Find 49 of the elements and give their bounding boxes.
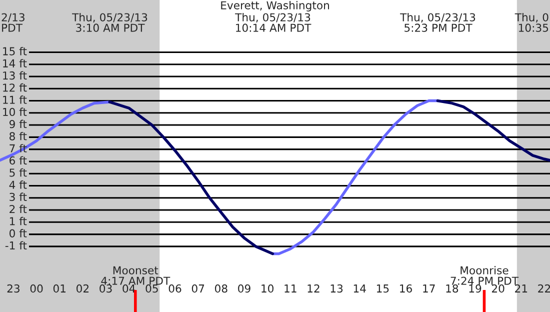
y-tick-label: 4 ft bbox=[9, 180, 27, 189]
y-tick-label: 11 ft bbox=[3, 96, 27, 104]
annotation: Thu, 0 10:35 bbox=[514, 13, 548, 32]
x-tick-label: 06 bbox=[168, 284, 182, 293]
y-tick-label: 9 ft bbox=[9, 120, 27, 128]
x-tick-label: 04 bbox=[122, 284, 136, 293]
x-tick-label: 05 bbox=[146, 284, 158, 293]
x-tick-label: 08 bbox=[214, 284, 228, 293]
y-tick-label: 8 ft bbox=[10, 132, 27, 140]
x-tick-label: 11 bbox=[284, 284, 296, 292]
y-tick-label: 15 ft bbox=[3, 46, 27, 56]
x-tick-label: 16 bbox=[400, 284, 412, 293]
x-tick-label: 00 bbox=[30, 284, 43, 293]
y-tick-label: 6 ft bbox=[10, 156, 27, 165]
x-tick-label: 15 bbox=[376, 284, 389, 293]
annotation: Thu, 05/23/13 3:10 AM PDT bbox=[72, 13, 148, 32]
x-tick-label: 09 bbox=[238, 284, 250, 293]
x-tick-label: 12 bbox=[308, 284, 320, 292]
x-tick-label: 10 bbox=[262, 284, 274, 293]
annotation: Thu, 05/23/13 5:23 PM PDT bbox=[400, 13, 476, 32]
x-tick-label: 21 bbox=[515, 284, 528, 292]
y-tick-label: 3 ft bbox=[10, 192, 27, 202]
chart-title: Everett, Washington bbox=[221, 1, 329, 12]
x-tick-label: 14 bbox=[354, 284, 366, 292]
y-tick-label: 1 ft bbox=[10, 216, 27, 226]
y-tick-label: 7 ft bbox=[10, 144, 27, 152]
x-tick-label: 03 bbox=[100, 284, 112, 293]
y-tick-label: 10 ft bbox=[3, 108, 27, 116]
x-tick-label: 19 bbox=[469, 284, 482, 293]
y-tick-label: -1 ft bbox=[5, 241, 27, 250]
x-tick-label: 23 bbox=[7, 284, 20, 293]
x-tick-label: 01 bbox=[53, 284, 66, 293]
annotation: Thu, 05/23/13 10:14 AM PDT bbox=[235, 13, 312, 32]
x-tick-label: 07 bbox=[192, 284, 204, 293]
ref-line-label: Moonrise 7:24 PM PDT bbox=[450, 266, 519, 285]
y-tick-label: 0 ft bbox=[10, 229, 27, 238]
y-tick-label: 14 ft bbox=[3, 59, 27, 68]
annotation: 2/13 PDT bbox=[2, 13, 24, 32]
x-tick-label: 22 bbox=[538, 284, 550, 292]
y-tick-label: 5 ft bbox=[10, 168, 27, 177]
x-tick-label: 02 bbox=[76, 284, 88, 293]
ref-line-label: Moonset 4:17 AM PDT bbox=[101, 266, 170, 285]
y-tick-label: 12 ft bbox=[3, 83, 27, 92]
y-tick-label: 13 ft bbox=[3, 71, 27, 80]
x-tick-label: 13 bbox=[330, 284, 343, 293]
x-tick-label: 20 bbox=[492, 284, 504, 293]
x-tick-label: 17 bbox=[423, 284, 435, 292]
x-tick-label: 18 bbox=[446, 284, 458, 293]
y-tick-label: 2 ft bbox=[10, 204, 27, 214]
